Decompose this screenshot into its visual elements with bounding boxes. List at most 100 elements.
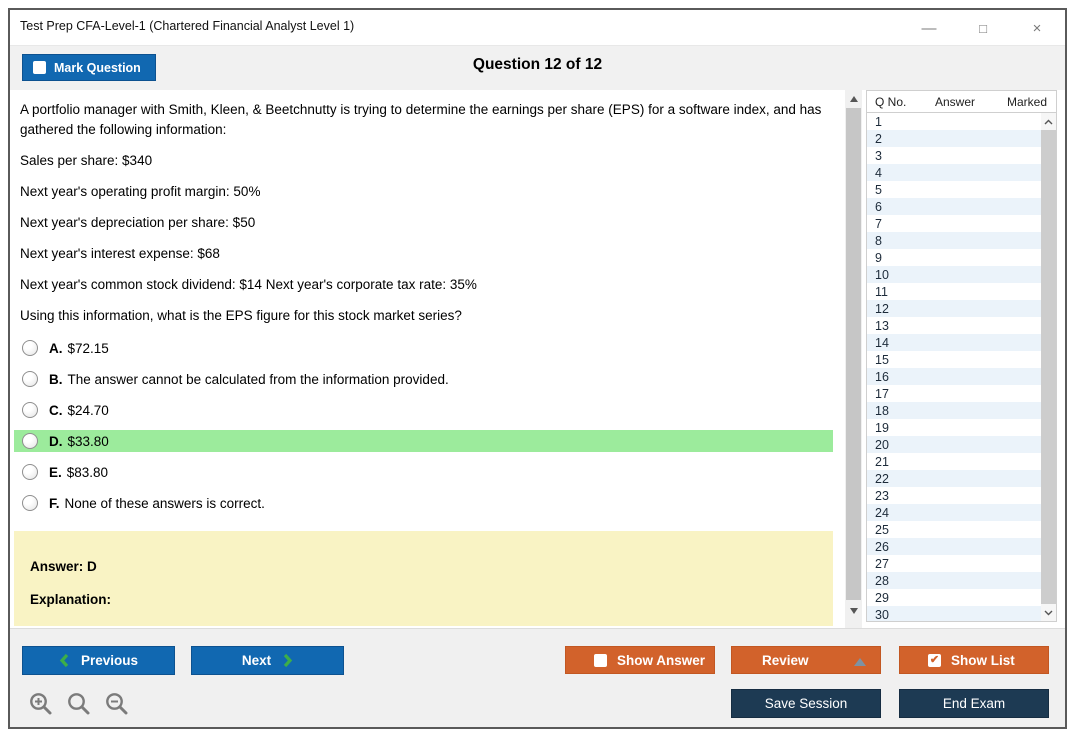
radio-button-icon[interactable]	[22, 402, 38, 418]
question-list-row[interactable]: 6	[867, 198, 1041, 215]
column-header-marked: Marked	[1007, 94, 1048, 109]
question-list-row[interactable]: 19	[867, 419, 1041, 436]
scroll-down-icon[interactable]	[845, 602, 862, 619]
question-list-row[interactable]: 12	[867, 300, 1041, 317]
answer-option-B[interactable]: B. The answer cannot be calculated from t…	[14, 368, 833, 390]
question-list-row[interactable]: 27	[867, 555, 1041, 572]
show-list-checkbox[interactable]: ✔	[928, 653, 941, 667]
answer-option-E[interactable]: E. $83.80	[14, 461, 833, 483]
save-session-button[interactable]: Save Session	[731, 689, 881, 718]
question-list-row[interactable]: 30	[867, 606, 1041, 621]
end-exam-label: End Exam	[942, 696, 1006, 711]
question-list-row[interactable]: 15	[867, 351, 1041, 368]
end-exam-button[interactable]: End Exam	[899, 689, 1049, 718]
cell-q: 14	[875, 335, 889, 350]
radio-button-icon[interactable]	[22, 371, 38, 387]
question-scrollbar[interactable]	[845, 90, 862, 628]
question-list-sidebar: Q No. Answer Marked 1 2 3 4 5 6 7 8 9 10 11 12 13 14 1…	[862, 90, 1065, 628]
next-label: Next	[241, 653, 272, 668]
zoom-reset-icon[interactable]	[66, 691, 92, 717]
question-list-row[interactable]: 24	[867, 504, 1041, 521]
previous-button[interactable]: Previous	[22, 646, 175, 675]
close-icon[interactable]: ×	[1032, 19, 1042, 37]
show-answer-button[interactable]: Show Answer	[565, 646, 715, 674]
next-button[interactable]: Next	[191, 646, 344, 675]
question-list-row[interactable]: 9	[867, 249, 1041, 266]
question-list-row[interactable]: 26	[867, 538, 1041, 555]
question-list-row[interactable]: 17	[867, 385, 1041, 402]
option-text: $33.80	[67, 433, 109, 449]
answer-option-C[interactable]: C. $24.70	[14, 399, 833, 421]
question-list-row[interactable]: 8	[867, 232, 1041, 249]
option-text: The answer cannot be calculated from the…	[67, 371, 449, 387]
question-list-row[interactable]: 13	[867, 317, 1041, 334]
question-list-row[interactable]: 20	[867, 436, 1041, 453]
question-list-row[interactable]: 16	[867, 368, 1041, 385]
question-list-row[interactable]: 23	[867, 487, 1041, 504]
question-list-row[interactable]: 4	[867, 164, 1041, 181]
answer-option-D[interactable]: D. $33.80	[14, 430, 833, 452]
radio-button-icon[interactable]	[22, 340, 38, 356]
question-list-row[interactable]: 3	[867, 147, 1041, 164]
cell-q: 20	[875, 437, 889, 452]
cell-q: 30	[875, 607, 889, 622]
question-list-row[interactable]: 28	[867, 572, 1041, 589]
show-list-button[interactable]: ✔ Show List	[899, 646, 1049, 674]
cell-q: 3	[875, 148, 882, 163]
cell-q: 13	[875, 318, 889, 333]
list-scroll-up-icon[interactable]	[1041, 113, 1056, 130]
question-list-header: Q No. Answer Marked	[867, 91, 1056, 113]
question-list-row[interactable]: 22	[867, 470, 1041, 487]
question-list-row[interactable]: 18	[867, 402, 1041, 419]
question-list-row[interactable]: 21	[867, 453, 1041, 470]
question-list-row[interactable]: 29	[867, 589, 1041, 606]
show-list-label: Show List	[951, 652, 1015, 668]
cell-q: 16	[875, 369, 889, 384]
radio-button-icon[interactable]	[22, 495, 38, 511]
option-text: $72.15	[67, 340, 109, 356]
cell-q: 11	[875, 284, 888, 299]
question-list-row[interactable]: 2	[867, 130, 1041, 147]
question-list-row[interactable]: 25	[867, 521, 1041, 538]
mark-question-button[interactable]: Mark Question	[22, 54, 156, 81]
scroll-up-icon[interactable]	[845, 90, 862, 107]
title-bar: Test Prep CFA-Level-1 (Chartered Financi…	[10, 10, 1065, 46]
column-header-answer: Answer	[935, 94, 976, 109]
cell-q: 7	[875, 216, 882, 231]
cell-q: 5	[875, 182, 882, 197]
cell-q: 10	[875, 267, 889, 282]
radio-button-icon[interactable]	[22, 433, 38, 449]
cell-q: 6	[875, 199, 882, 214]
scrollbar-thumb[interactable]	[846, 108, 861, 600]
option-letter: A.	[49, 340, 63, 356]
list-scrollbar[interactable]	[1041, 113, 1056, 621]
question-list-row[interactable]: 1	[867, 113, 1041, 130]
cell-q: 25	[875, 522, 889, 537]
maximize-icon[interactable]: □	[979, 20, 987, 36]
question-list-row[interactable]: 5	[867, 181, 1041, 198]
question-list-row[interactable]: 10	[867, 266, 1041, 283]
list-scroll-down-icon[interactable]	[1041, 604, 1056, 621]
cell-q: 1	[875, 114, 882, 129]
answer-label: Answer: D	[30, 559, 97, 574]
zoom-out-icon[interactable]	[104, 691, 130, 717]
question-list-row[interactable]: 11	[867, 283, 1041, 300]
option-letter: F.	[49, 495, 60, 511]
question-paragraphs: A portfolio manager with Smith, Kleen, &…	[10, 90, 845, 326]
question-paragraph: Sales per share: $340	[20, 153, 153, 168]
question-list-row[interactable]: 14	[867, 334, 1041, 351]
minimize-icon[interactable]: —	[921, 19, 937, 37]
cell-q: 15	[875, 352, 889, 367]
radio-button-icon[interactable]	[22, 464, 38, 480]
previous-label: Previous	[80, 653, 139, 668]
question-list-row[interactable]: 7	[867, 215, 1041, 232]
question-paragraph: Next year's depreciation per share: $50	[20, 215, 256, 230]
show-answer-checkbox[interactable]	[594, 653, 607, 667]
cell-q: 26	[875, 539, 889, 554]
answer-option-A[interactable]: A. $72.15	[14, 337, 833, 359]
review-button[interactable]: Review	[731, 646, 881, 674]
option-text: $24.70	[67, 402, 109, 418]
answer-option-F[interactable]: F. None of these answers is correct.	[14, 492, 833, 514]
mark-question-checkbox[interactable]	[33, 61, 46, 74]
zoom-in-icon[interactable]	[28, 691, 54, 717]
